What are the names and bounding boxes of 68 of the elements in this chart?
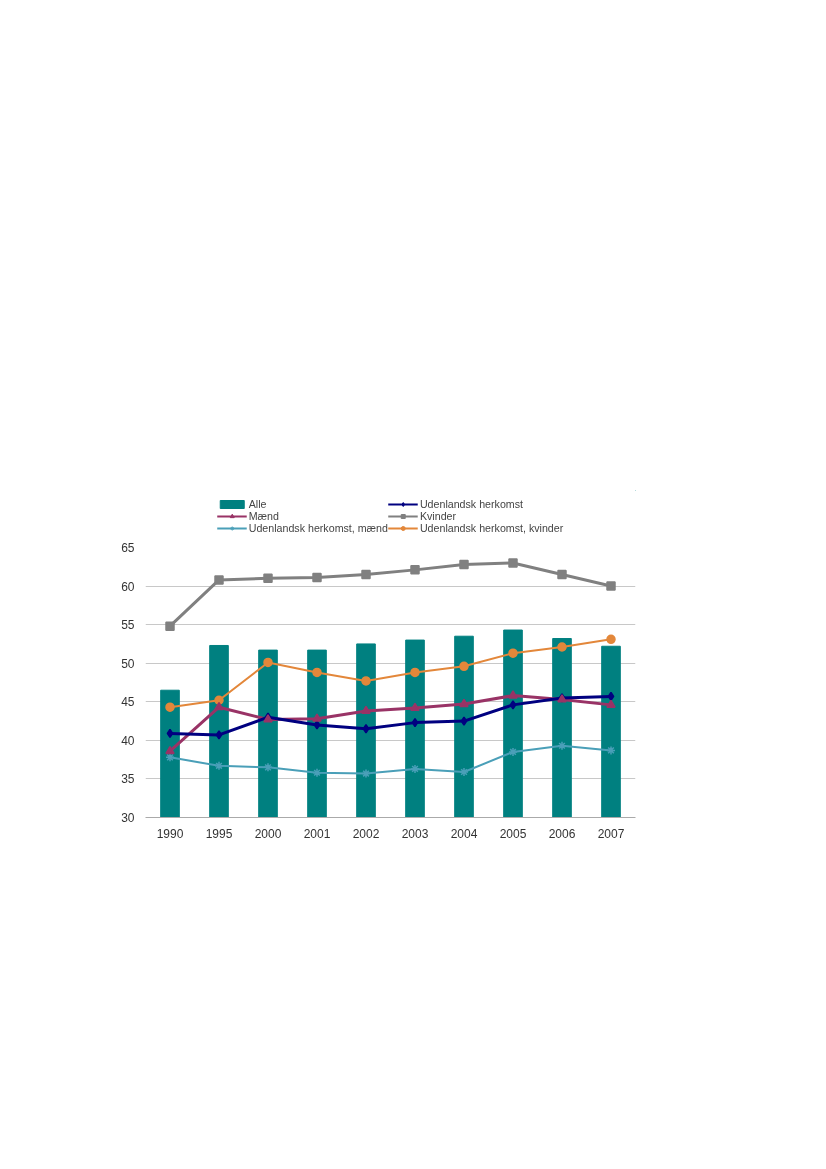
point	[606, 745, 616, 756]
point	[214, 761, 224, 771]
point	[215, 730, 223, 740]
legend-label: Udenlandsk herkomst, kvinder	[419, 522, 564, 534]
y-tick-label: 30	[121, 811, 135, 825]
point	[263, 657, 273, 668]
x-tick-label: 2005	[499, 826, 527, 841]
point	[459, 661, 469, 672]
point	[508, 690, 518, 699]
x-tick-label: 2006	[548, 826, 576, 841]
point	[362, 724, 370, 734]
point	[166, 728, 174, 739]
y-tick-label: 60	[121, 579, 135, 594]
point	[410, 667, 420, 678]
y-tick-label: 40	[121, 733, 135, 748]
point	[459, 559, 469, 570]
point	[508, 747, 518, 757]
point	[263, 573, 273, 584]
point	[361, 768, 371, 779]
point	[508, 558, 518, 568]
x-tick-label: 2007	[597, 826, 625, 841]
x-tick-label: 1990	[156, 826, 184, 841]
legend-label: Udenlandsk herkomst, mænd	[248, 522, 388, 534]
point	[214, 575, 224, 585]
point	[606, 581, 616, 591]
point	[509, 700, 517, 710]
y-tick-label: 35	[121, 772, 135, 787]
y-tick-label: 65	[121, 541, 135, 555]
y-tick-label: 50	[121, 656, 135, 671]
point	[606, 634, 616, 645]
point	[165, 745, 175, 755]
point	[361, 705, 371, 715]
point	[508, 648, 518, 658]
point	[459, 767, 469, 777]
point	[410, 702, 420, 712]
point	[361, 676, 371, 686]
point	[557, 642, 567, 652]
point	[361, 569, 371, 580]
point	[214, 701, 224, 711]
point	[263, 762, 273, 773]
point	[460, 716, 468, 726]
point	[606, 699, 616, 708]
point	[607, 691, 615, 702]
point	[411, 717, 419, 728]
point	[312, 572, 322, 583]
point	[410, 764, 420, 774]
legend-label: Mænd	[248, 510, 279, 522]
x-tick-label: 2002	[352, 826, 380, 841]
point	[410, 565, 420, 575]
x-tick-label: 2001	[303, 826, 331, 841]
point	[312, 667, 322, 678]
point	[557, 741, 567, 751]
y-tick-label: 45	[121, 695, 135, 710]
legend-label: Kvinder	[419, 510, 457, 522]
legend-label: Alle	[248, 498, 268, 510]
point	[165, 621, 175, 631]
x-tick-label: 2000	[254, 826, 282, 841]
y-tick-label: 55	[121, 618, 135, 633]
x-tick-label: 2004	[450, 826, 478, 841]
legend-label: Udenlandsk herkomst	[419, 498, 523, 510]
point	[459, 698, 469, 708]
point	[165, 702, 175, 712]
x-tick-label: 2003	[401, 826, 429, 841]
x-tick-label: 1995	[205, 826, 233, 841]
point	[312, 713, 322, 722]
point	[557, 569, 567, 580]
point	[313, 720, 321, 730]
point	[312, 768, 322, 778]
